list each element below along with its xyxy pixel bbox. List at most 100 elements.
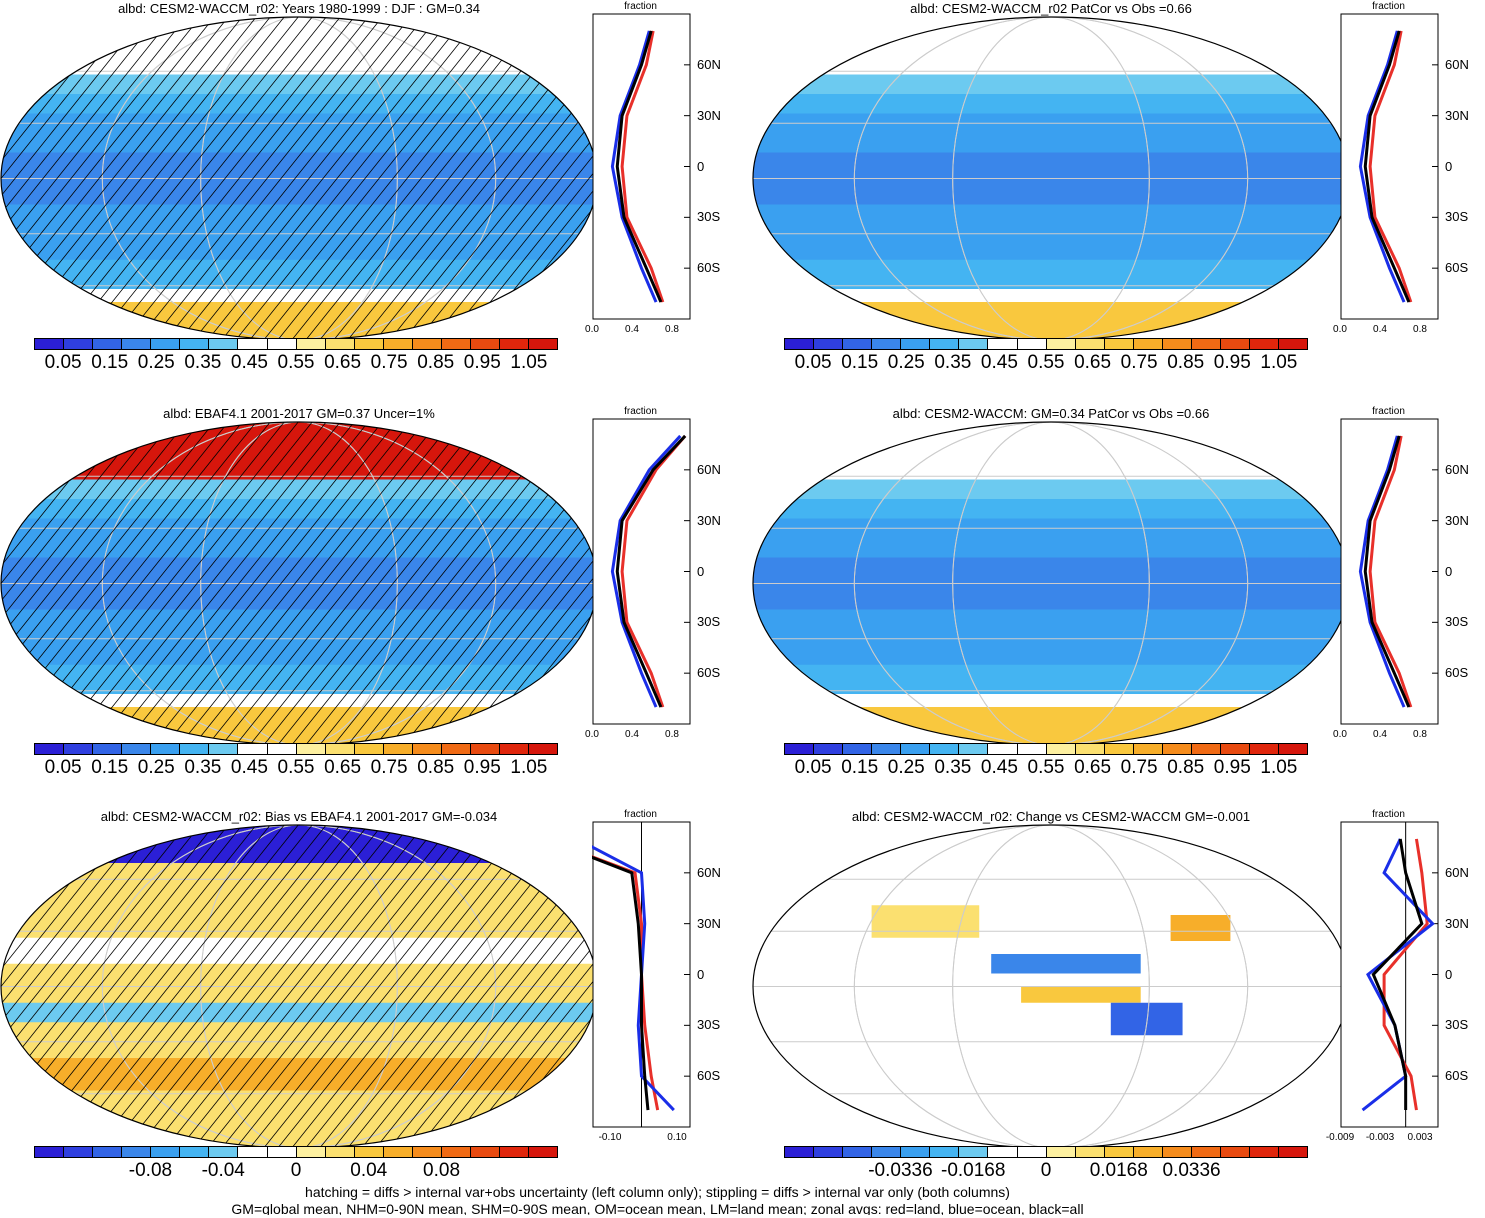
latitude-label: 60N xyxy=(1445,461,1469,477)
colorbar xyxy=(34,1146,558,1158)
latitude-label: 60S xyxy=(697,1068,721,1084)
colorbar-swatch xyxy=(930,1147,960,1157)
colorbar-swatch xyxy=(872,339,902,349)
colorbar-tick-label: 1.05 xyxy=(1260,757,1298,778)
colorbar-swatch xyxy=(412,1147,442,1157)
colorbar-swatch xyxy=(209,744,239,754)
colorbar-tick-label: 0.05 xyxy=(44,352,82,373)
colorbar-swatch xyxy=(1075,339,1105,349)
zonal-x-tick: 0.8 xyxy=(1413,729,1427,740)
latitude-label: 60N xyxy=(1445,56,1469,72)
colorbar xyxy=(34,743,558,755)
colorbar-swatch xyxy=(814,1147,844,1157)
latitude-label: 30N xyxy=(1445,107,1469,123)
colorbar-tick-label: 0.75 xyxy=(370,757,408,778)
latitude-label: 60S xyxy=(697,665,721,681)
colorbar-tick-label: 0.15 xyxy=(841,757,879,778)
colorbar-swatch xyxy=(1279,339,1308,349)
zonal-mean-plot xyxy=(592,821,691,1128)
colorbar-swatch xyxy=(470,1147,500,1157)
zonal-x-tick: 0.0 xyxy=(1333,324,1347,335)
colorbar-swatch xyxy=(529,744,558,754)
colorbar-swatch xyxy=(529,1147,558,1157)
latitude-label: 60N xyxy=(697,56,721,72)
colorbar-tick-label: 0.08 xyxy=(423,1160,461,1181)
zonal-mean-plot xyxy=(1340,418,1439,725)
latitude-label: 0 xyxy=(1445,563,1453,579)
colorbar-swatch xyxy=(785,339,815,349)
colorbar-swatch xyxy=(267,1147,297,1157)
colorbar-swatch xyxy=(325,744,355,754)
colorbar-swatch xyxy=(238,744,268,754)
panel-title: albd: CESM2-WACCM_r02: Bias vs EBAF4.1 2… xyxy=(100,809,498,824)
colorbar-tick-label: 0.05 xyxy=(794,352,832,373)
colorbar-swatch xyxy=(267,339,297,349)
latitude-label: 30N xyxy=(697,107,721,123)
colorbar-swatch xyxy=(441,1147,471,1157)
colorbar-swatch xyxy=(1279,1147,1308,1157)
colorbar-swatch xyxy=(1191,1147,1221,1157)
colorbar-tick-label: 1.05 xyxy=(1260,352,1298,373)
colorbar-swatch xyxy=(1133,1147,1163,1157)
colorbar-tick-label: 0.0336 xyxy=(1162,1160,1221,1181)
colorbar-tick-label: 0.65 xyxy=(1074,352,1112,373)
colorbar-swatch xyxy=(1075,744,1105,754)
zonal-mean-plot xyxy=(1340,821,1439,1128)
colorbar-tick-label: 0.15 xyxy=(841,352,879,373)
latitude-label: 60S xyxy=(697,260,721,276)
colorbar-swatch xyxy=(122,744,152,754)
colorbar-swatch xyxy=(1046,1147,1076,1157)
colorbar-swatch xyxy=(843,339,873,349)
colorbar-swatch xyxy=(64,339,94,349)
latitude-label: 30N xyxy=(1445,512,1469,528)
footer-line-1: hatching = diffs > internal var+obs unce… xyxy=(305,1184,1010,1200)
colorbar-swatch xyxy=(785,1147,815,1157)
colorbar-swatch xyxy=(35,744,65,754)
latitude-label: 60S xyxy=(1445,665,1469,681)
colorbar-swatch xyxy=(209,1147,239,1157)
colorbar-swatch xyxy=(441,744,471,754)
colorbar-swatch xyxy=(296,1147,326,1157)
colorbar-swatch xyxy=(122,339,152,349)
colorbar-tick-label: 0.85 xyxy=(1167,352,1205,373)
colorbar-tick-label: -0.0168 xyxy=(940,1160,1006,1181)
zonal-x-tick: -0.003 xyxy=(1365,1132,1395,1143)
colorbar-swatch xyxy=(1279,744,1308,754)
zonal-x-tick: 0.8 xyxy=(665,324,679,335)
colorbar-swatch xyxy=(500,1147,530,1157)
colorbar-swatch xyxy=(151,1147,181,1157)
zonal-title: fraction xyxy=(624,406,657,417)
colorbar-tick-label: 0.45 xyxy=(980,352,1018,373)
global-map xyxy=(752,824,1350,1149)
latitude-label: 30S xyxy=(1445,1017,1469,1033)
zonal-line-ocean xyxy=(610,434,682,708)
latitude-label: 0 xyxy=(697,966,705,982)
colorbar-swatch xyxy=(93,744,123,754)
colorbar-swatch xyxy=(470,744,500,754)
colorbar-tick-label: 0.85 xyxy=(1167,757,1205,778)
colorbar-tick-label: 0.15 xyxy=(91,757,129,778)
colorbar-tick-label: 0.95 xyxy=(463,352,501,373)
colorbar-tick-label: 1.05 xyxy=(510,757,548,778)
colorbar-tick-label: 0.35 xyxy=(184,757,222,778)
colorbar-tick-label: 0.55 xyxy=(277,757,315,778)
latitude-label: 60S xyxy=(1445,260,1469,276)
global-map xyxy=(0,824,598,1149)
colorbar-swatch xyxy=(325,1147,355,1157)
zonal-line-land xyxy=(620,30,665,303)
colorbar-swatch xyxy=(500,339,530,349)
colorbar xyxy=(784,1146,1308,1158)
latitude-label: 30S xyxy=(1445,209,1469,225)
panel-title: albd: CESM2-WACCM: GM=0.34 PatCor vs Obs… xyxy=(892,406,1210,421)
colorbar-swatch xyxy=(93,1147,123,1157)
colorbar-swatch xyxy=(383,744,413,754)
colorbar-tick-label: 0 xyxy=(290,1160,302,1181)
colorbar-swatch xyxy=(785,744,815,754)
colorbar-tick-label: 0.25 xyxy=(887,757,925,778)
zonal-x-tick: 0.4 xyxy=(625,324,639,335)
colorbar-swatch xyxy=(325,339,355,349)
latitude-label: 30S xyxy=(697,1017,721,1033)
colorbar-swatch xyxy=(1104,339,1134,349)
zonal-x-tick: 0.4 xyxy=(1373,324,1387,335)
zonal-title: fraction xyxy=(624,809,657,820)
